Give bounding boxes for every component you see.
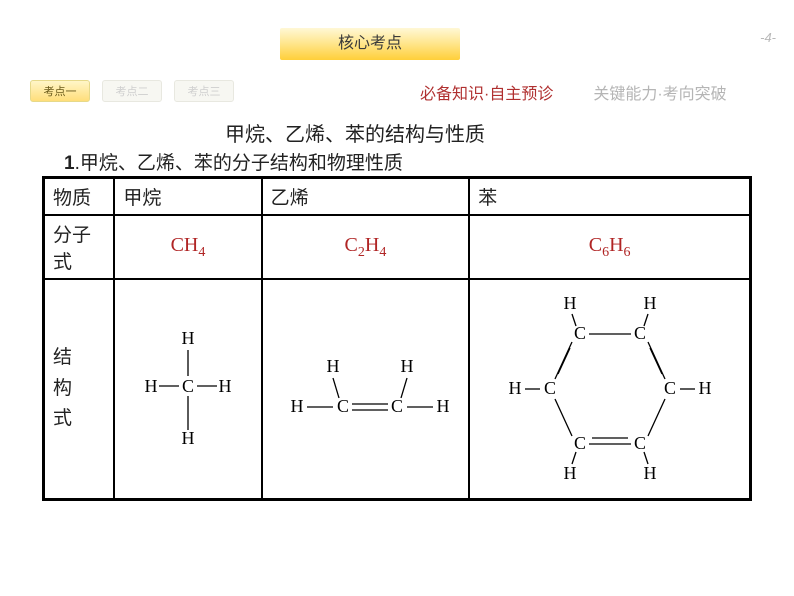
page-number: -4- bbox=[760, 30, 776, 45]
tab-topic-3[interactable]: 考点三 bbox=[174, 80, 234, 102]
col-header-ethylene: 乙烯 bbox=[262, 178, 470, 216]
svg-text:C: C bbox=[634, 433, 646, 453]
tab-topic-1[interactable]: 考点一 bbox=[30, 80, 90, 102]
row-label-structure: 结 构 式 bbox=[44, 279, 115, 500]
svg-text:C: C bbox=[182, 376, 194, 396]
structure-benzene: C C C C C C H H H H H H bbox=[469, 279, 750, 500]
svg-text:H: H bbox=[563, 463, 576, 483]
formula-text-benzene: C6H6 bbox=[589, 234, 631, 256]
core-topic-button[interactable]: 核心考点 bbox=[280, 28, 460, 60]
section-subtitle: 1.甲烷、乙烯、苯的分子结构和物理性质 bbox=[64, 148, 403, 175]
row-label-substance: 物质 bbox=[44, 178, 115, 216]
col-header-benzene: 苯 bbox=[469, 178, 750, 216]
svg-text:C: C bbox=[574, 433, 586, 453]
subnav-knowledge[interactable]: 必备知识·自主预诊 bbox=[420, 80, 553, 104]
benzene-structure-icon: C C C C C C H H H H H H bbox=[490, 284, 730, 494]
svg-text:C: C bbox=[391, 396, 403, 416]
main-title: 甲烷、乙烯、苯的结构与性质 bbox=[225, 118, 485, 147]
svg-text:C: C bbox=[337, 396, 349, 416]
svg-text:H: H bbox=[291, 396, 304, 416]
svg-text:H: H bbox=[698, 378, 711, 398]
topic-tabs: 考点一 考点二 考点三 bbox=[30, 80, 234, 102]
subnav-ability[interactable]: 关键能力·考向突破 bbox=[593, 80, 726, 104]
structure-label-l3: 式 bbox=[53, 408, 72, 429]
formula-ethylene: C2H4 bbox=[262, 215, 470, 279]
structure-table: 物质 甲烷 乙烯 苯 分子式 CH4 C2H4 C6H6 结 构 式 C bbox=[42, 176, 752, 501]
subtitle-text: .甲烷、乙烯、苯的分子结构和物理性质 bbox=[75, 153, 403, 174]
svg-text:H: H bbox=[563, 293, 576, 313]
structure-methane: C H H H H bbox=[114, 279, 261, 500]
col-header-methane: 甲烷 bbox=[114, 178, 261, 216]
svg-text:H: H bbox=[181, 428, 194, 448]
svg-text:H: H bbox=[437, 396, 450, 416]
subtitle-number: 1 bbox=[64, 153, 75, 174]
methane-structure-icon: C H H H H bbox=[133, 324, 243, 454]
svg-text:H: H bbox=[508, 378, 521, 398]
svg-text:H: H bbox=[218, 376, 231, 396]
svg-text:H: H bbox=[643, 293, 656, 313]
svg-text:C: C bbox=[544, 378, 556, 398]
row-label-formula: 分子式 bbox=[44, 215, 115, 279]
formula-methane: CH4 bbox=[114, 215, 261, 279]
formula-text-ethylene: C2H4 bbox=[345, 234, 387, 256]
svg-text:H: H bbox=[144, 376, 157, 396]
structure-ethylene: C C H H H H bbox=[262, 279, 470, 500]
structure-label-l2: 构 bbox=[53, 378, 72, 399]
svg-text:H: H bbox=[181, 328, 194, 348]
formula-benzene: C6H6 bbox=[469, 215, 750, 279]
svg-text:C: C bbox=[664, 378, 676, 398]
tab-topic-2[interactable]: 考点二 bbox=[102, 80, 162, 102]
formula-text-methane: CH4 bbox=[171, 234, 206, 256]
svg-text:H: H bbox=[401, 356, 414, 376]
ethylene-structure-icon: C C H H H H bbox=[275, 334, 455, 444]
sub-nav: 必备知识·自主预诊 关键能力·考向突破 bbox=[420, 80, 727, 104]
svg-text:H: H bbox=[643, 463, 656, 483]
structure-label-l1: 结 bbox=[53, 347, 72, 368]
svg-text:H: H bbox=[327, 356, 340, 376]
